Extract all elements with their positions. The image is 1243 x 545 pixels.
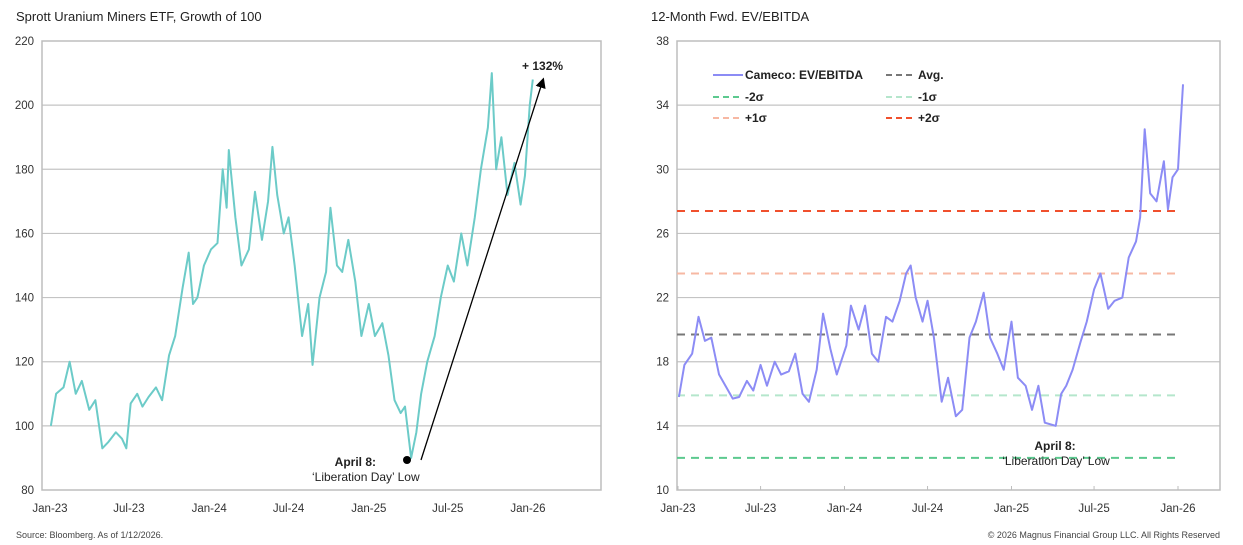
y-tick-label: 180 [15, 164, 34, 176]
series-line [49, 72, 534, 459]
y-tick-label: 100 [15, 421, 34, 433]
y-tick-label: 220 [15, 36, 34, 48]
y-tick-label: 160 [15, 228, 34, 240]
april-8-low-marker [403, 456, 411, 464]
growth-arrow [420, 77, 546, 461]
x-tick-label: Jul-25 [1078, 503, 1109, 515]
y-tick-label: 14 [656, 421, 669, 433]
left-low-text: ‘Liberation Day’ Low [312, 470, 420, 484]
x-tick-label: Jan-24 [827, 503, 863, 515]
right-low-title: April 8: [1034, 439, 1075, 453]
y-tick-label: 26 [656, 228, 669, 240]
series-line [677, 84, 1185, 427]
y-tick-label: 38 [656, 36, 669, 48]
x-tick-label: Jan-24 [192, 503, 228, 515]
x-tick-label: Jan-23 [32, 503, 67, 515]
legend-label: -1σ [918, 90, 937, 104]
y-tick-label: 22 [656, 293, 669, 305]
y-tick-label: 200 [15, 100, 34, 112]
y-tick-label: 34 [656, 100, 669, 112]
legend-label: +1σ [745, 111, 767, 125]
y-tick-label: 140 [15, 293, 34, 305]
y-tick-label: 18 [656, 357, 669, 369]
plot-frame [41, 40, 602, 491]
x-tick-label: Jul-25 [432, 503, 463, 515]
plot-frame [676, 40, 1221, 491]
gain-label: + 132% [522, 59, 563, 73]
x-tick-label: Jan-25 [994, 503, 1029, 515]
legend-label: +2σ [918, 111, 940, 125]
left-low-title: April 8: [335, 455, 376, 469]
right-low-text: ‘Liberation Day’ Low [1002, 454, 1110, 468]
x-tick-label: Jan-23 [660, 503, 695, 515]
y-tick-label: 30 [656, 164, 669, 176]
x-tick-label: Jan-26 [1160, 503, 1195, 515]
y-tick-label: 10 [656, 485, 669, 497]
y-tick-label: 120 [15, 357, 34, 369]
right-chart: 10 14 18 22 26 30 34 38 Jan-23 Jul-23 Jan-24 Jul-24… [656, 36, 1221, 515]
right-chart-title: 12-Month Fwd. EV/EBITDA [651, 9, 810, 24]
legend-label: Avg. [918, 68, 944, 82]
x-tick-label: Jul-23 [745, 503, 776, 515]
left-chart: 80 100 120 140 160 180 200 220 Jan-23 Jul-23 Jan-2… [15, 36, 602, 515]
x-tick-label: Jan-25 [351, 503, 386, 515]
x-tick-label: Jan-26 [510, 503, 545, 515]
y-tick-label: 80 [21, 485, 34, 497]
left-chart-title: Sprott Uranium Miners ETF, Growth of 100 [16, 9, 262, 24]
x-tick-label: Jul-24 [273, 503, 305, 515]
legend-label: Cameco: EV/EBITDA [745, 68, 863, 82]
source-note: Source: Bloomberg. As of 1/12/2026. [16, 530, 163, 540]
legend-label: -2σ [745, 90, 764, 104]
x-tick-label: Jul-23 [113, 503, 144, 515]
copyright: © 2026 Magnus Financial Group LLC. All R… [988, 530, 1220, 540]
x-tick-label: Jul-24 [912, 503, 944, 515]
